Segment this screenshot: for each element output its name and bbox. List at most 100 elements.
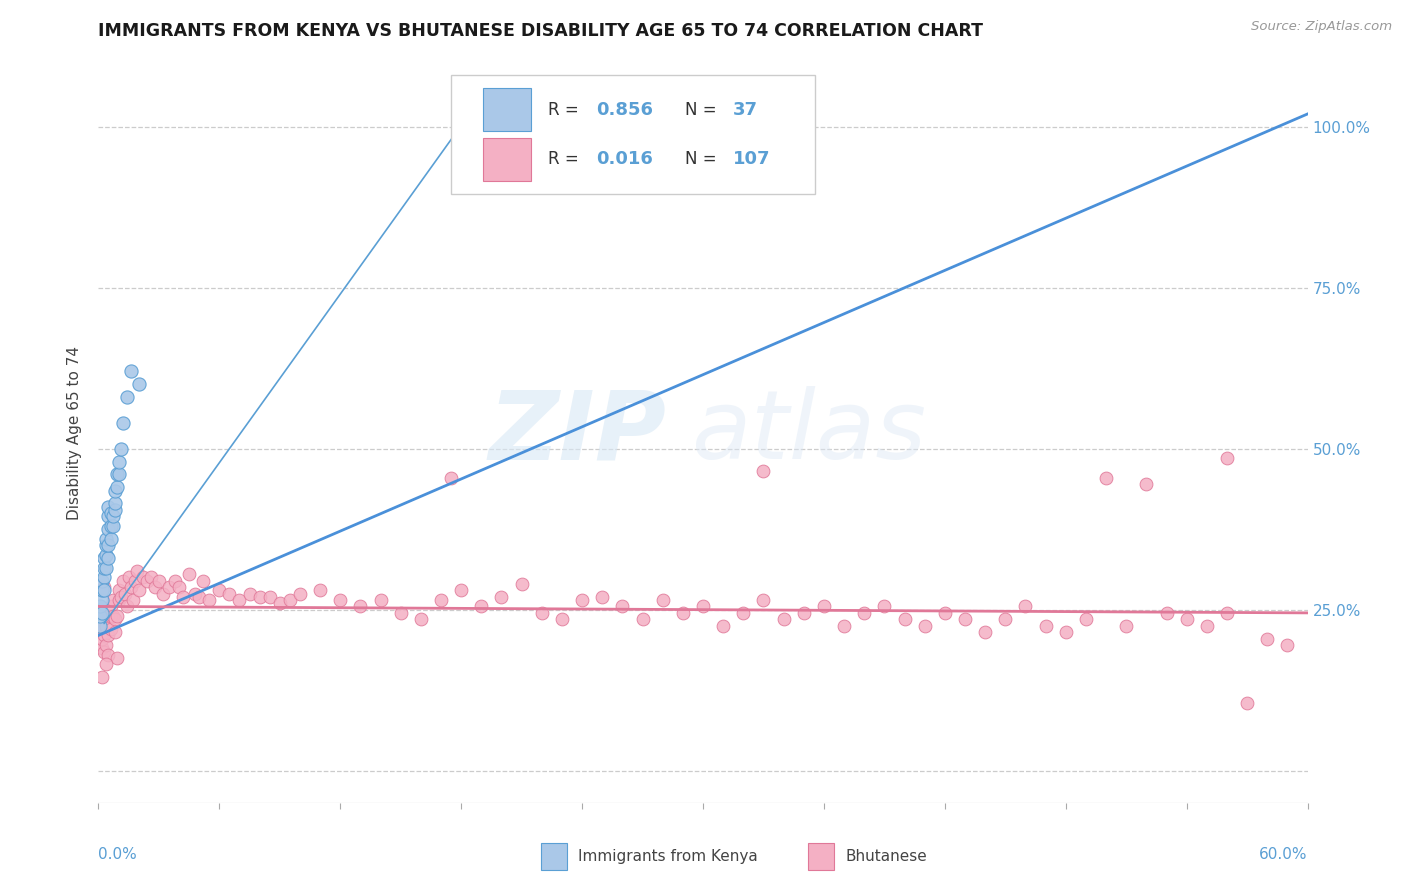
- Point: [101, 609, 124, 624]
- Point: [793, 606, 815, 620]
- Point: [711, 619, 734, 633]
- Point: [813, 599, 835, 614]
- Point: [110, 442, 132, 456]
- Point: [91, 606, 114, 620]
- Point: [152, 586, 174, 600]
- Point: [97, 628, 120, 642]
- Text: 37: 37: [734, 101, 758, 119]
- Point: [389, 606, 412, 620]
- Point: [1014, 599, 1036, 614]
- Text: Source: ZipAtlas.com: Source: ZipAtlas.com: [1251, 20, 1392, 33]
- Point: [157, 580, 180, 594]
- Text: IMMIGRANTS FROM KENYA VS BHUTANESE DISABILITY AGE 65 TO 74 CORRELATION CHART: IMMIGRANTS FROM KENYA VS BHUTANESE DISAB…: [98, 22, 983, 40]
- Point: [672, 606, 695, 620]
- Point: [97, 522, 120, 536]
- Point: [101, 519, 124, 533]
- FancyBboxPatch shape: [482, 138, 531, 181]
- Point: [93, 644, 115, 658]
- Point: [139, 570, 162, 584]
- Text: atlas: atlas: [690, 386, 927, 479]
- Text: Immigrants from Kenya: Immigrants from Kenya: [578, 849, 758, 863]
- Point: [103, 625, 125, 640]
- Point: [97, 500, 120, 514]
- Point: [124, 574, 146, 588]
- Point: [110, 590, 132, 604]
- Point: [249, 590, 271, 604]
- Point: [228, 593, 250, 607]
- Point: [571, 593, 593, 607]
- Point: [631, 612, 654, 626]
- Point: [91, 583, 114, 598]
- Point: [93, 561, 115, 575]
- Point: [873, 599, 896, 614]
- Text: 0.856: 0.856: [596, 101, 654, 119]
- Point: [107, 583, 129, 598]
- Point: [97, 551, 120, 566]
- Point: [470, 599, 492, 614]
- Point: [179, 567, 201, 582]
- Point: [193, 574, 215, 588]
- Point: [107, 593, 129, 607]
- Point: [172, 590, 194, 604]
- Point: [120, 580, 142, 594]
- Point: [188, 590, 211, 604]
- Text: 107: 107: [734, 151, 770, 169]
- Text: N =: N =: [685, 151, 721, 169]
- Point: [128, 583, 150, 598]
- Point: [1216, 451, 1239, 466]
- Point: [89, 609, 111, 624]
- Point: [853, 606, 876, 620]
- Point: [100, 609, 122, 624]
- Point: [143, 580, 166, 594]
- Point: [111, 574, 134, 588]
- Point: [132, 570, 155, 584]
- Point: [440, 471, 463, 485]
- Point: [118, 570, 141, 584]
- Point: [96, 657, 118, 672]
- Point: [93, 580, 115, 594]
- Point: [994, 612, 1017, 626]
- Point: [91, 574, 114, 588]
- Point: [89, 619, 111, 633]
- Point: [100, 532, 122, 546]
- Point: [278, 593, 301, 607]
- Text: ZIP: ZIP: [489, 386, 666, 479]
- Point: [105, 480, 128, 494]
- Point: [115, 599, 138, 614]
- Point: [115, 390, 138, 404]
- Point: [93, 570, 115, 584]
- Text: R =: R =: [548, 151, 585, 169]
- Point: [1054, 625, 1077, 640]
- Point: [218, 586, 240, 600]
- Point: [103, 612, 125, 626]
- Point: [93, 628, 115, 642]
- Point: [121, 593, 143, 607]
- Text: N =: N =: [685, 101, 721, 119]
- Point: [103, 496, 125, 510]
- Point: [269, 596, 291, 610]
- Point: [96, 532, 118, 546]
- Text: 0.0%: 0.0%: [98, 847, 138, 863]
- Point: [128, 377, 150, 392]
- Point: [198, 593, 221, 607]
- Point: [953, 612, 976, 626]
- Point: [103, 483, 125, 498]
- Point: [893, 612, 915, 626]
- Point: [96, 638, 118, 652]
- FancyBboxPatch shape: [482, 88, 531, 131]
- Text: 0.016: 0.016: [596, 151, 654, 169]
- Point: [259, 590, 281, 604]
- Point: [97, 538, 120, 552]
- Point: [409, 612, 432, 626]
- Point: [97, 509, 120, 524]
- Point: [1256, 632, 1278, 646]
- Point: [752, 593, 775, 607]
- Text: R =: R =: [548, 101, 585, 119]
- Point: [733, 606, 755, 620]
- Point: [105, 467, 128, 482]
- Point: [89, 599, 111, 614]
- Point: [167, 580, 190, 594]
- Point: [91, 632, 114, 646]
- Point: [551, 612, 574, 626]
- Point: [120, 364, 142, 378]
